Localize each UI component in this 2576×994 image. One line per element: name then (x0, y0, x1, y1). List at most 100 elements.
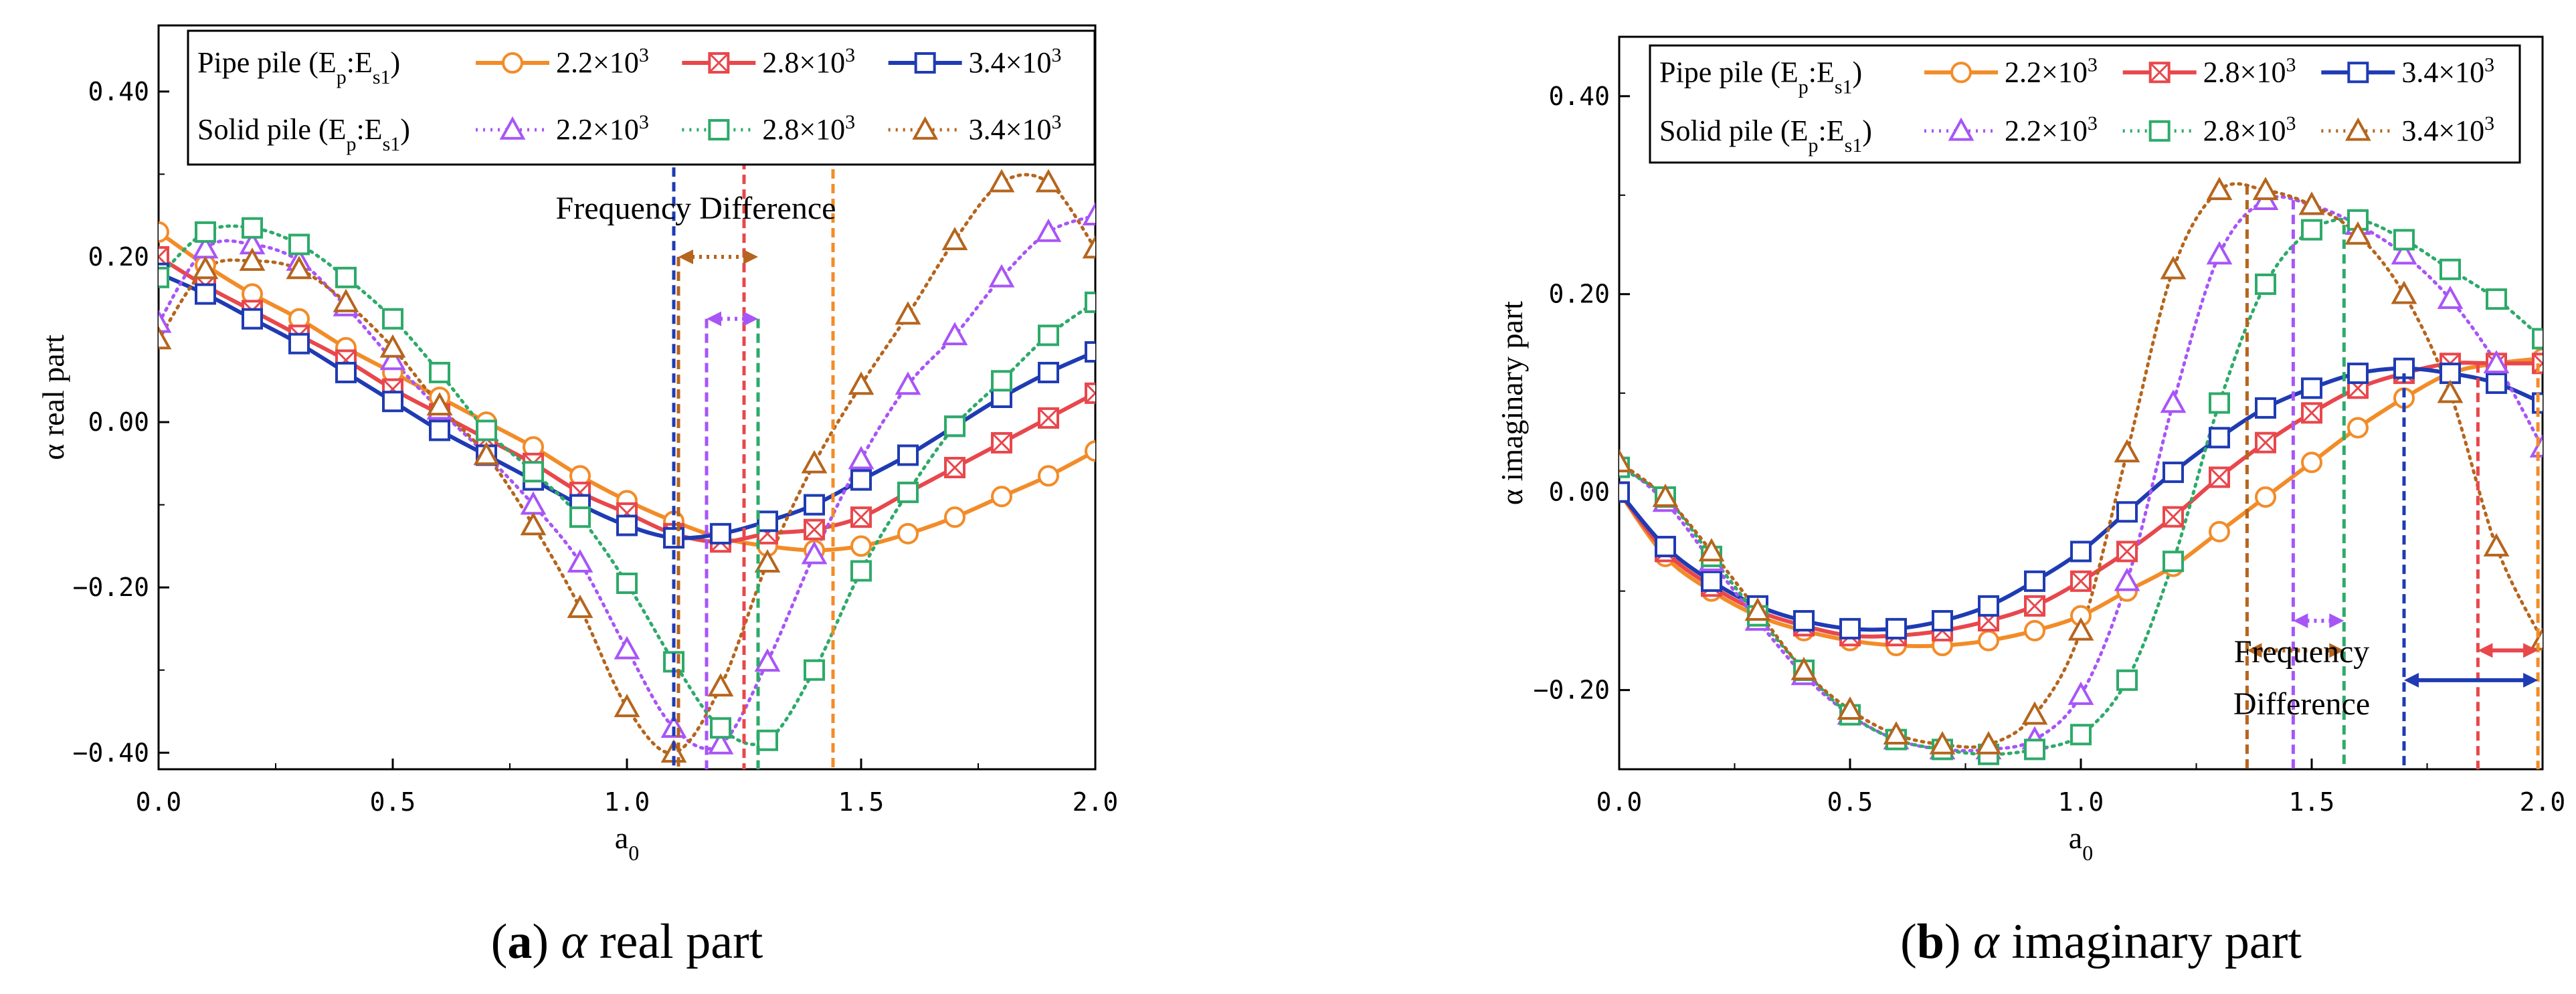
data-point-s1-15 (2301, 402, 2322, 424)
data-point-s2-19 (2486, 372, 2507, 394)
arrow-head-left (2478, 643, 2493, 658)
legend-entry-label: 2.2×103 (556, 44, 649, 80)
data-point-s2-5 (382, 391, 403, 413)
arrow-head-right (743, 311, 758, 326)
data-point-s2-20 (2532, 392, 2543, 414)
arrow-head-right (743, 249, 758, 264)
legend-swatch-marker (499, 116, 526, 140)
data-point-s4-7 (476, 419, 497, 441)
series-line-5 (1619, 182, 2543, 749)
arrow-head-right (2523, 672, 2539, 688)
data-point-s3-19 (1035, 218, 1062, 242)
data-point-s5-18 (988, 169, 1015, 193)
series-line-4 (159, 224, 1095, 747)
data-point-s2-2 (242, 308, 263, 330)
arrow-head-left (2404, 672, 2419, 688)
data-point-s2-10 (616, 514, 638, 536)
series-line-3 (159, 213, 1095, 751)
x-tick-label: 0.0 (136, 787, 182, 817)
data-point-s2-12 (2163, 462, 2184, 484)
data-point-s2-7 (1932, 610, 1953, 632)
data-point-s2-20 (1085, 341, 1095, 363)
data-point-s5-20 (2529, 627, 2543, 651)
legend-box (1649, 44, 2521, 164)
chart-panel-b: 0.0 0.5 1.0 1.5 2.0 −0.20 0.00 0.20 0.40 a0 α imag… (1495, 35, 2565, 969)
legend-entry-label: 3.4×103 (2401, 54, 2494, 89)
data-point-s5-15 (2298, 191, 2325, 215)
legend-entry-0-1: 2.8×103 (682, 44, 855, 79)
y-tick-label: 0.40 (88, 77, 149, 106)
data-point-s3-18 (2437, 286, 2464, 309)
data-point-s4-8 (523, 461, 544, 483)
data-point-s3-13 (2206, 241, 2233, 265)
data-point-s4-16 (897, 482, 919, 504)
legend-entry-label: 2.8×103 (2203, 112, 2296, 147)
data-point-s5-13 (2206, 177, 2233, 201)
data-point-s2-4 (335, 361, 357, 383)
data-point-s5-16 (895, 301, 921, 325)
x-tick-label: 1.0 (2058, 787, 2104, 817)
data-point-s2-13 (2209, 427, 2230, 449)
data-point-s5-13 (754, 549, 781, 573)
data-point-s5-19 (1035, 169, 1062, 193)
legend-entry-1-2: 3.4×103 (2321, 112, 2494, 147)
data-point-s2-15 (850, 469, 872, 491)
x-tick-label: 0.0 (1596, 787, 1643, 817)
data-point-s1-14 (2255, 431, 2276, 454)
data-point-s3-9 (567, 549, 593, 573)
data-point-s3-0 (159, 309, 172, 333)
data-point-s5-6 (426, 392, 453, 416)
legend-swatch-marker (1950, 62, 1972, 84)
data-point-s2-5 (1839, 617, 1861, 639)
data-point-s4-11 (2116, 669, 2138, 691)
data-point-s2-1 (195, 283, 216, 305)
data-point-s5-16 (2344, 221, 2371, 245)
data-point-s5-15 (848, 371, 875, 395)
data-point-s5-4 (333, 288, 359, 312)
data-point-s5-14 (801, 450, 828, 474)
data-point-s1-12 (2163, 506, 2184, 528)
data-point-s4-14 (2255, 273, 2276, 295)
series-line-4 (1619, 217, 2543, 757)
legend-entry-1-2: 3.4×103 (888, 111, 1061, 146)
y-tick-label: 0.20 (88, 242, 149, 272)
y-tick-label: 0.20 (1548, 280, 1610, 309)
data-point-s1-13 (2209, 466, 2230, 488)
data-point-s5-2 (1698, 538, 1725, 562)
caption-a: (a) α real part (491, 914, 763, 969)
data-point-s5-6 (1883, 721, 1910, 745)
legend-entry-label: 2.2×103 (2005, 54, 2098, 89)
data-point-s5-10 (614, 694, 640, 718)
arrow-head-left (707, 311, 721, 326)
x-tick-label: 0.5 (1827, 787, 1873, 817)
data-point-s1-18 (991, 431, 1012, 454)
x-tick-label: 1.5 (2289, 787, 2335, 817)
data-point-s3-20 (1082, 202, 1095, 225)
data-point-s1-20 (2532, 353, 2543, 375)
data-point-s0-18 (991, 486, 1012, 508)
arrow-head-left (2293, 613, 2308, 629)
data-point-s3-16 (895, 371, 921, 395)
freq-diff-arrow-3 (707, 311, 758, 326)
data-point-s3-15 (848, 445, 875, 470)
legend-swatch-marker (914, 52, 936, 74)
data-point-s5-11 (2114, 439, 2140, 463)
data-point-s0-13 (2209, 520, 2230, 542)
series-line-3 (1619, 195, 2543, 753)
legend-entry-1-0: 2.2×103 (1924, 112, 2098, 147)
data-point-s3-10 (614, 635, 640, 660)
data-point-s3-17 (2391, 241, 2417, 265)
data-point-s1-11 (2116, 540, 2138, 563)
data-point-s5-4 (1790, 656, 1817, 680)
data-point-s3-5 (379, 346, 406, 371)
data-point-s2-8 (1978, 595, 1999, 617)
legend-box (187, 29, 1096, 166)
data-point-s4-9 (2024, 738, 2045, 761)
data-point-s1-20 (1085, 382, 1095, 404)
data-point-s2-19 (1038, 361, 1059, 383)
legend-swatch-marker (2344, 117, 2371, 141)
data-point-s2-15 (2301, 377, 2322, 399)
data-point-s5-9 (2021, 701, 2048, 725)
x-axis-label: a0 (2069, 821, 2093, 865)
caption-b: (b) α imaginary part (1900, 914, 2302, 969)
